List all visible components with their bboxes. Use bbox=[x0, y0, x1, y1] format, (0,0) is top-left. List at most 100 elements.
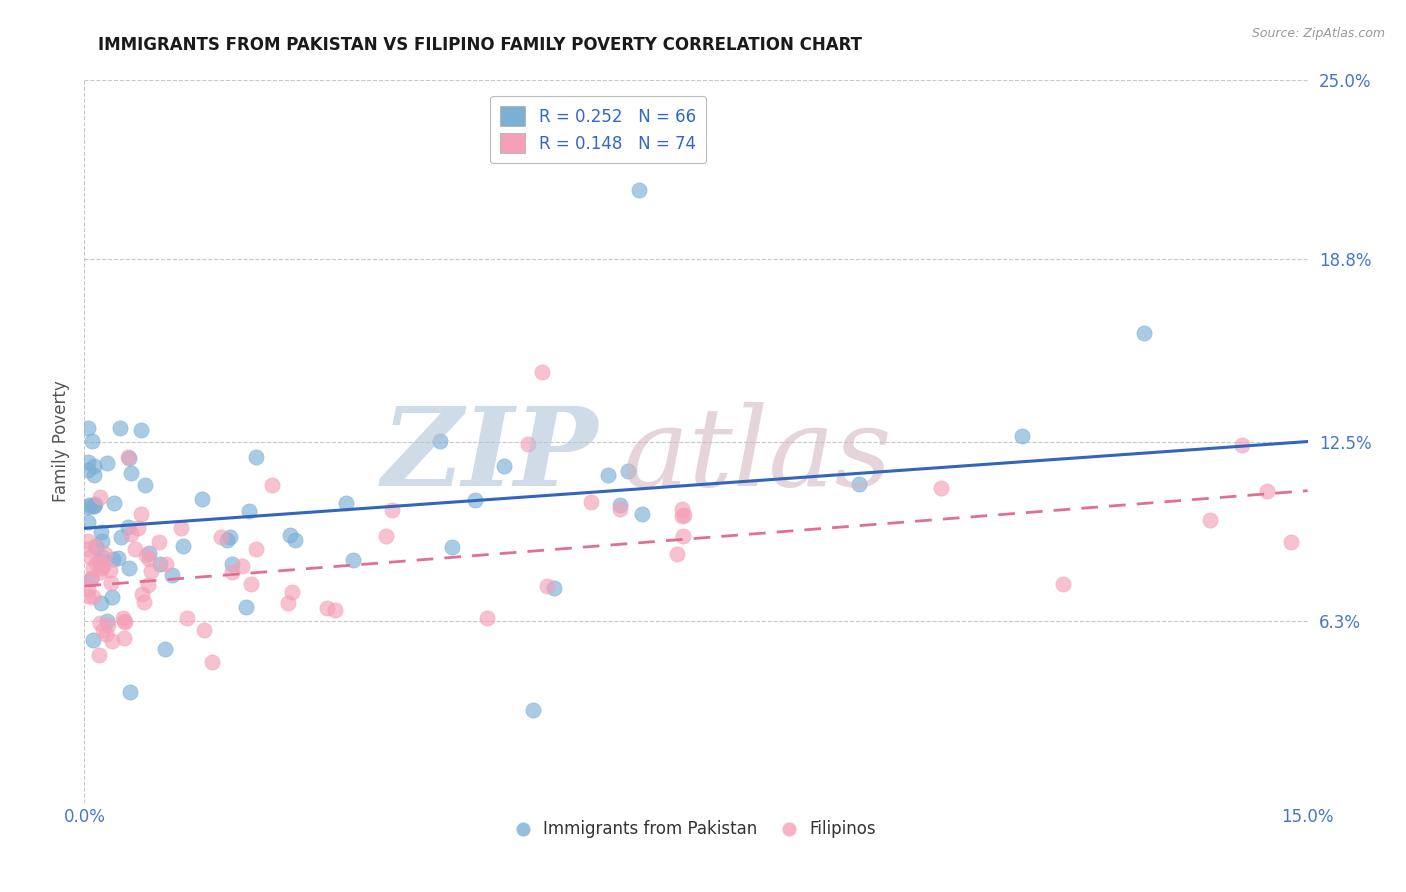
Point bbox=[120, 526, 142, 541]
Point bbox=[1279, 534, 1302, 549]
Point bbox=[281, 585, 304, 599]
Point bbox=[191, 491, 214, 506]
Point bbox=[315, 601, 337, 615]
Point bbox=[120, 684, 142, 698]
Point bbox=[1256, 483, 1278, 498]
Point bbox=[609, 498, 631, 512]
Point bbox=[245, 450, 267, 464]
Point bbox=[429, 434, 451, 449]
Point bbox=[375, 529, 398, 543]
Point bbox=[90, 561, 112, 575]
Point bbox=[531, 365, 554, 379]
Point bbox=[260, 478, 283, 492]
Point bbox=[176, 610, 198, 624]
Point bbox=[136, 577, 159, 591]
Point bbox=[117, 520, 139, 534]
Point bbox=[90, 596, 112, 610]
Point bbox=[672, 528, 695, 542]
Point bbox=[342, 553, 364, 567]
Point bbox=[117, 450, 139, 464]
Point bbox=[112, 631, 135, 645]
Point bbox=[609, 502, 631, 516]
Point bbox=[141, 564, 163, 578]
Legend: Immigrants from Pakistan, Filipinos: Immigrants from Pakistan, Filipinos bbox=[510, 814, 882, 845]
Point bbox=[155, 557, 177, 571]
Point bbox=[83, 500, 105, 514]
Point bbox=[100, 576, 122, 591]
Point bbox=[155, 641, 177, 656]
Point bbox=[107, 550, 129, 565]
Point bbox=[101, 634, 124, 648]
Point bbox=[97, 618, 120, 632]
Point bbox=[665, 548, 688, 562]
Point bbox=[235, 599, 257, 614]
Point bbox=[82, 632, 104, 647]
Point bbox=[149, 557, 172, 571]
Point bbox=[221, 565, 243, 579]
Point bbox=[848, 476, 870, 491]
Point bbox=[118, 561, 141, 575]
Point bbox=[238, 504, 260, 518]
Point bbox=[335, 496, 357, 510]
Point bbox=[80, 571, 103, 585]
Point bbox=[83, 458, 105, 473]
Point bbox=[132, 595, 155, 609]
Point bbox=[111, 611, 134, 625]
Point bbox=[87, 648, 110, 662]
Text: ZIP: ZIP bbox=[381, 402, 598, 509]
Text: Source: ZipAtlas.com: Source: ZipAtlas.com bbox=[1251, 27, 1385, 40]
Point bbox=[87, 554, 110, 568]
Point bbox=[1011, 429, 1033, 443]
Point bbox=[77, 500, 100, 515]
Point bbox=[1232, 438, 1254, 452]
Point bbox=[1052, 577, 1074, 591]
Point bbox=[82, 499, 104, 513]
Point bbox=[148, 535, 170, 549]
Point bbox=[82, 560, 104, 574]
Point bbox=[82, 590, 104, 604]
Point bbox=[93, 623, 115, 637]
Point bbox=[284, 533, 307, 547]
Point bbox=[79, 498, 101, 512]
Point bbox=[323, 603, 346, 617]
Point bbox=[240, 577, 263, 591]
Point bbox=[91, 550, 114, 565]
Point bbox=[79, 549, 101, 564]
Point bbox=[108, 421, 131, 435]
Point bbox=[77, 542, 100, 557]
Point bbox=[193, 623, 215, 637]
Point bbox=[138, 552, 160, 566]
Point bbox=[77, 534, 100, 549]
Point bbox=[77, 421, 100, 435]
Point bbox=[381, 502, 404, 516]
Point bbox=[464, 493, 486, 508]
Point bbox=[96, 456, 118, 470]
Point bbox=[440, 540, 463, 554]
Point bbox=[596, 467, 619, 482]
Point bbox=[110, 531, 132, 545]
Point bbox=[98, 564, 121, 578]
Point bbox=[129, 423, 152, 437]
Point bbox=[89, 565, 111, 579]
Point bbox=[160, 568, 183, 582]
Point bbox=[172, 539, 194, 553]
Point bbox=[617, 464, 640, 478]
Point bbox=[671, 502, 693, 516]
Point bbox=[80, 434, 103, 449]
Point bbox=[630, 507, 652, 521]
Text: IMMIGRANTS FROM PAKISTAN VS FILIPINO FAMILY POVERTY CORRELATION CHART: IMMIGRANTS FROM PAKISTAN VS FILIPINO FAM… bbox=[98, 36, 862, 54]
Point bbox=[135, 549, 157, 563]
Point bbox=[124, 542, 146, 557]
Point bbox=[517, 437, 540, 451]
Point bbox=[101, 590, 124, 604]
Point bbox=[101, 552, 124, 566]
Point bbox=[120, 467, 142, 481]
Point bbox=[84, 556, 107, 570]
Point bbox=[522, 703, 544, 717]
Point bbox=[90, 556, 112, 570]
Point bbox=[77, 463, 100, 477]
Point bbox=[209, 530, 232, 544]
Point bbox=[672, 508, 695, 523]
Point bbox=[96, 627, 118, 641]
Point bbox=[581, 495, 603, 509]
